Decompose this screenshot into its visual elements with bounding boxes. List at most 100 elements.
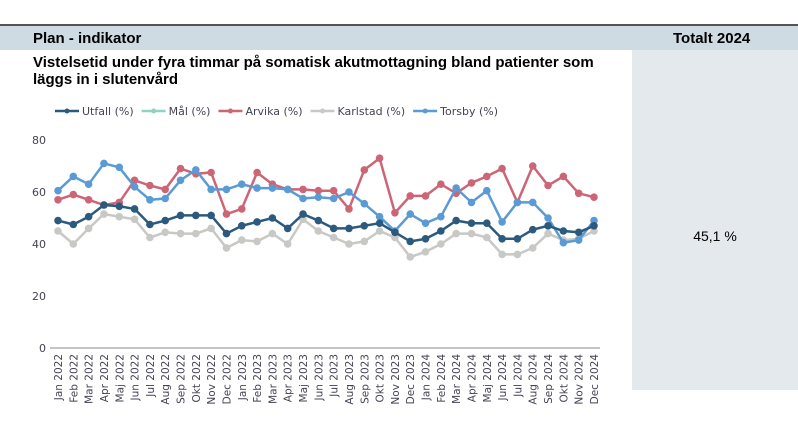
legend-marker bbox=[151, 108, 157, 114]
y-tick-label: 80 bbox=[32, 134, 46, 147]
data-point bbox=[207, 224, 215, 233]
data-point bbox=[452, 229, 460, 238]
x-tick-label: Feb 2024 bbox=[436, 354, 448, 403]
data-point bbox=[345, 224, 353, 233]
data-point bbox=[437, 240, 445, 248]
data-point bbox=[84, 196, 93, 204]
data-point bbox=[130, 215, 139, 224]
data-point bbox=[559, 238, 568, 247]
x-tick-label: Dec 2024 bbox=[589, 354, 601, 405]
total-cell bbox=[632, 50, 798, 390]
x-tick-label: Jan 2022 bbox=[53, 354, 65, 401]
data-point bbox=[590, 193, 598, 201]
data-point bbox=[69, 220, 78, 229]
data-point bbox=[360, 237, 369, 246]
data-point bbox=[329, 186, 338, 195]
x-tick-label: Dec 2023 bbox=[405, 354, 417, 404]
data-point bbox=[237, 180, 246, 188]
data-point bbox=[314, 193, 323, 201]
data-point bbox=[69, 190, 78, 199]
data-point bbox=[54, 186, 62, 195]
data-point bbox=[69, 172, 78, 181]
x-tick-label: Aug 2024 bbox=[528, 354, 540, 405]
data-point bbox=[528, 225, 537, 234]
data-point bbox=[375, 154, 384, 162]
data-point bbox=[207, 168, 215, 177]
data-point bbox=[299, 194, 307, 203]
data-point bbox=[498, 250, 506, 259]
y-tick-label: 20 bbox=[32, 290, 46, 303]
data-point bbox=[115, 212, 124, 221]
data-point bbox=[498, 164, 506, 173]
data-point bbox=[115, 202, 124, 211]
y-tick-label: 60 bbox=[32, 186, 46, 199]
x-tick-label: Okt 2024 bbox=[558, 354, 570, 403]
data-point bbox=[437, 227, 445, 235]
data-point bbox=[146, 196, 154, 204]
data-point bbox=[360, 199, 369, 208]
data-point bbox=[69, 240, 78, 248]
data-point bbox=[54, 227, 62, 235]
x-tick-label: Nov 2022 bbox=[206, 354, 218, 405]
data-point bbox=[360, 222, 369, 230]
x-tick-label: Jul 2023 bbox=[329, 354, 341, 398]
data-point bbox=[130, 176, 139, 185]
x-tick-label: Maj 2024 bbox=[482, 354, 494, 403]
data-point bbox=[421, 192, 430, 200]
x-tick-label: Jun 2023 bbox=[313, 354, 325, 401]
data-point bbox=[329, 194, 338, 203]
data-point bbox=[192, 229, 200, 238]
data-point bbox=[498, 218, 506, 226]
data-point bbox=[406, 210, 415, 218]
data-point bbox=[130, 183, 139, 191]
data-point bbox=[467, 229, 476, 238]
legend-marker bbox=[422, 108, 428, 114]
x-tick-label: Mar 2022 bbox=[84, 354, 96, 404]
data-point bbox=[528, 198, 537, 207]
data-point bbox=[237, 222, 246, 230]
data-point bbox=[146, 181, 154, 190]
data-point bbox=[253, 237, 261, 246]
data-point bbox=[544, 214, 552, 222]
data-point bbox=[590, 222, 598, 230]
data-point bbox=[483, 219, 491, 227]
legend-label: Torsby (%) bbox=[439, 105, 498, 118]
data-point bbox=[207, 211, 215, 220]
data-point bbox=[544, 181, 552, 190]
x-tick-label: Nov 2024 bbox=[574, 354, 586, 405]
data-point bbox=[299, 210, 307, 218]
data-point bbox=[176, 176, 185, 185]
legend-label: Mål (%) bbox=[169, 105, 211, 118]
data-point bbox=[237, 205, 246, 213]
data-point bbox=[391, 228, 399, 237]
data-point bbox=[253, 218, 261, 226]
data-point bbox=[314, 216, 323, 225]
data-point bbox=[559, 227, 568, 235]
x-tick-label: Jan 2023 bbox=[237, 354, 249, 401]
data-point bbox=[100, 210, 108, 218]
data-point bbox=[590, 227, 598, 235]
x-tick-label: Apr 2023 bbox=[283, 354, 295, 402]
data-point bbox=[513, 198, 522, 207]
data-point bbox=[406, 237, 415, 246]
data-point bbox=[176, 211, 185, 220]
data-point bbox=[574, 228, 583, 237]
x-tick-label: Dec 2022 bbox=[221, 354, 233, 404]
data-point bbox=[253, 168, 261, 177]
data-point bbox=[84, 212, 93, 221]
data-point bbox=[391, 209, 399, 217]
data-point bbox=[483, 186, 491, 195]
x-tick-label: Feb 2023 bbox=[252, 354, 264, 403]
data-point bbox=[421, 219, 430, 227]
data-point bbox=[146, 233, 154, 242]
data-point bbox=[574, 189, 583, 198]
data-point bbox=[345, 240, 353, 248]
x-tick-label: Jun 2024 bbox=[497, 354, 509, 402]
data-point bbox=[222, 185, 231, 194]
data-point bbox=[421, 248, 430, 256]
data-point bbox=[498, 235, 506, 243]
data-point bbox=[176, 164, 185, 173]
data-point bbox=[192, 211, 200, 220]
data-point bbox=[375, 227, 384, 235]
header-indicator: Plan - indikator bbox=[33, 30, 142, 47]
